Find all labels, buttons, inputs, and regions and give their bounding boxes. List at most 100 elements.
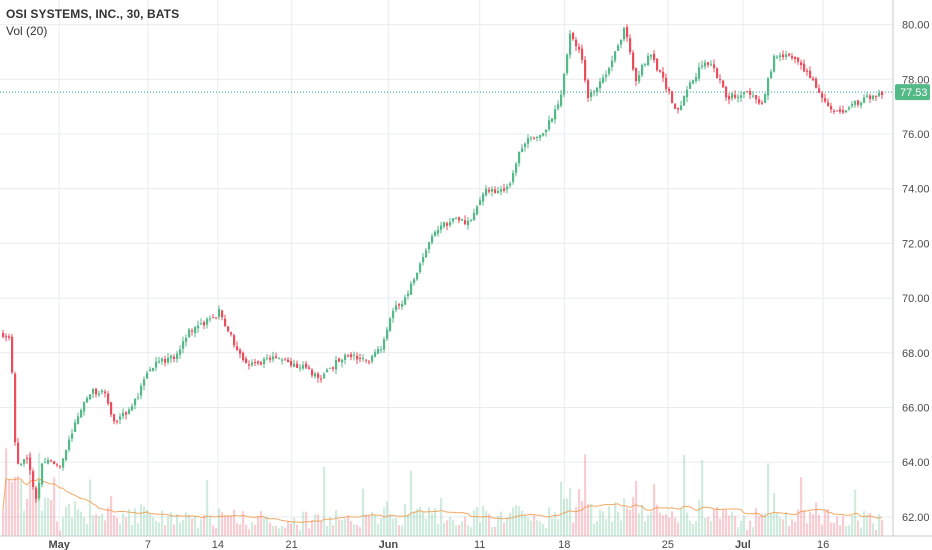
candle [131, 403, 134, 412]
candle-body [851, 104, 854, 107]
candle-body [251, 362, 254, 366]
volume-bar [404, 504, 407, 536]
volume-bar [113, 515, 116, 536]
volume-bar [245, 524, 248, 536]
candle [302, 361, 305, 371]
volume-bar [434, 508, 437, 536]
candle [374, 349, 377, 358]
volume-bar [383, 507, 386, 536]
candle [509, 181, 512, 189]
candle-body [302, 365, 305, 369]
candle [257, 360, 260, 366]
candle [842, 105, 845, 115]
candle [317, 371, 320, 383]
candle [860, 101, 863, 109]
volume-bar [740, 520, 743, 536]
candle [746, 90, 749, 93]
candle-body [485, 188, 488, 196]
volume-bar [509, 512, 512, 536]
candle [827, 98, 830, 107]
volume-bar [821, 524, 824, 536]
candle [239, 347, 242, 359]
symbol-title[interactable]: OSI SYSTEMS, INC., 30, BATS [6, 7, 180, 21]
candle [224, 314, 227, 328]
volume-bar [95, 514, 98, 536]
candle [14, 371, 17, 446]
volume-bar [311, 519, 314, 536]
candle-body [14, 373, 17, 443]
candle-body [662, 71, 665, 78]
volume-bar [542, 524, 545, 536]
candle-body [866, 95, 869, 98]
volume-bar [869, 513, 872, 536]
candle [623, 26, 626, 42]
volume-bar [860, 527, 863, 536]
candle-body [29, 457, 32, 471]
candle-body [104, 391, 107, 394]
candle [305, 360, 308, 370]
candle-body [428, 242, 431, 250]
candle-body [587, 80, 590, 98]
volume-bar [92, 515, 95, 536]
candle [737, 94, 740, 103]
candle-body [329, 367, 332, 369]
candle [701, 60, 704, 70]
y-tick-label: 72.00 [902, 238, 930, 250]
candle-body [77, 416, 80, 424]
candle-body [389, 318, 392, 331]
candle-body [5, 336, 8, 338]
volume-bar [851, 515, 854, 536]
volume-bar [464, 516, 467, 536]
candle-body [233, 335, 236, 346]
candle-body [116, 420, 119, 422]
candle-body [545, 129, 548, 133]
candle-body [857, 100, 860, 105]
volume-indicator-label[interactable]: Vol (20) [6, 24, 48, 38]
volume-bar [674, 517, 677, 536]
y-tick-label: 76.00 [902, 129, 930, 141]
volume-bar [641, 504, 644, 536]
volume-bar [476, 507, 479, 536]
candle-body [254, 361, 257, 363]
volume-bar [800, 477, 803, 536]
candle [857, 99, 860, 108]
candle [206, 316, 209, 329]
volume-bar [377, 523, 380, 536]
candle [86, 396, 89, 403]
candle-body [836, 110, 839, 112]
volume-bar [632, 497, 635, 536]
volume-bar [809, 511, 812, 536]
candle-body [293, 363, 296, 367]
candle [851, 100, 854, 109]
candle-body [773, 56, 776, 72]
candle [62, 457, 65, 471]
candle [56, 463, 59, 468]
candle-body [521, 148, 524, 153]
candle-body [830, 105, 833, 110]
volume-bar [182, 520, 185, 536]
volume-bar [161, 510, 164, 536]
candle-body [653, 53, 656, 60]
volume-bar [686, 512, 689, 536]
candle [467, 217, 470, 230]
candle-body [107, 393, 110, 404]
candle-body [740, 95, 743, 98]
volume-bar [830, 522, 833, 536]
candle [662, 67, 665, 83]
volume-bar [287, 521, 290, 536]
candle-body [347, 355, 350, 357]
candle [692, 79, 695, 85]
candle [278, 357, 281, 360]
volume-bar [503, 522, 506, 536]
candle-body [689, 82, 692, 89]
candle [515, 161, 518, 177]
candle [272, 351, 275, 363]
volume-bar [815, 502, 818, 536]
candle-body [599, 81, 602, 89]
candle-body [614, 51, 617, 61]
volume-bar [689, 520, 692, 536]
volume-bar [647, 514, 650, 536]
candle-body [572, 32, 575, 40]
candlesticks [2, 24, 884, 503]
candle [788, 52, 791, 57]
